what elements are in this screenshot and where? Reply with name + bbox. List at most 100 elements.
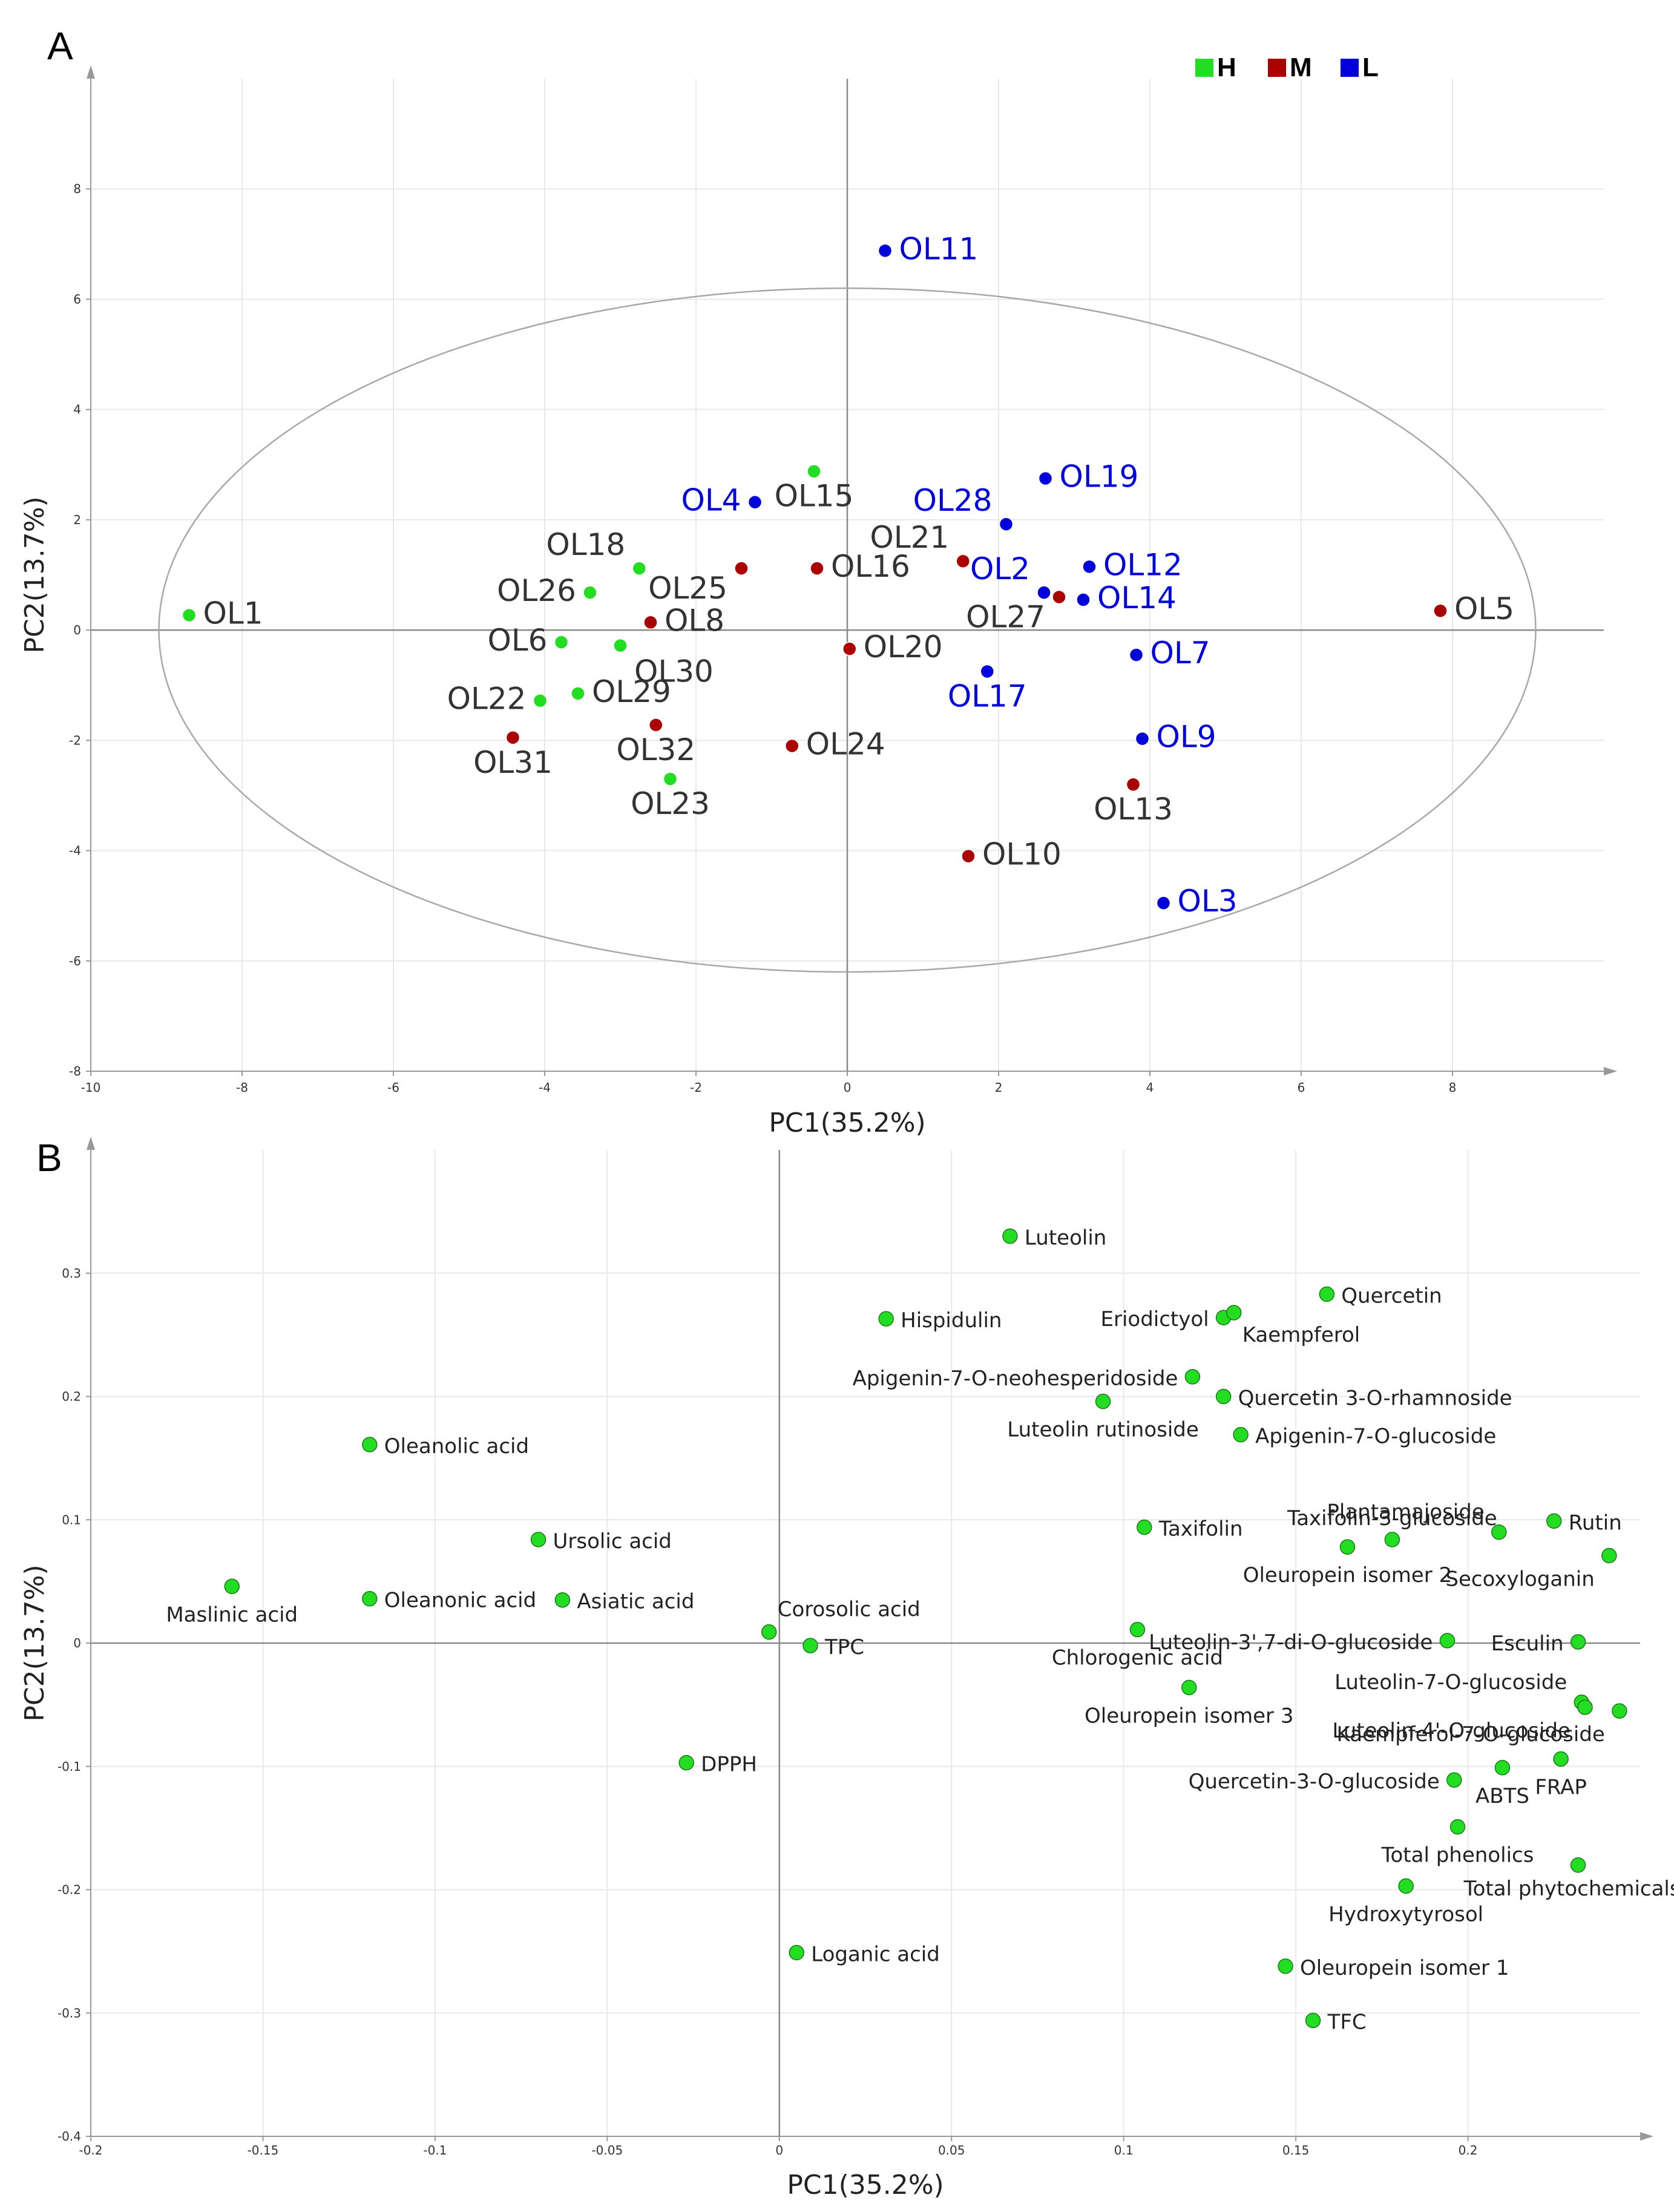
legend-label: L xyxy=(1362,53,1379,82)
point-label: OL27 xyxy=(966,599,1045,634)
y-tick-label: 0 xyxy=(73,1636,81,1650)
point-label: OL20 xyxy=(864,629,943,665)
y-axis-arrow xyxy=(87,1137,95,1150)
sample-point xyxy=(1433,603,1448,618)
point-label: OL11 xyxy=(899,231,979,266)
x-tick-label: 4 xyxy=(1146,1080,1154,1095)
loading-point xyxy=(1002,1228,1018,1244)
point-label: OL21 xyxy=(870,520,949,555)
point-label: Total phytochemicals xyxy=(1463,1877,1674,1901)
sample-point xyxy=(505,730,520,745)
x-tick-label: 6 xyxy=(1298,1080,1305,1095)
point-label: Luteolin xyxy=(1025,1226,1106,1250)
point-label: OL17 xyxy=(948,678,1027,714)
point-label: Ursolic acid xyxy=(553,1529,672,1554)
point-label: Oleanolic acid xyxy=(384,1434,529,1459)
legend-label: M xyxy=(1290,53,1312,82)
point-label: Taxifolin xyxy=(1158,1517,1243,1541)
point-label: TPC xyxy=(824,1635,864,1659)
point-label: Oleanonic acid xyxy=(384,1589,536,1613)
y-tick-label: -0.1 xyxy=(57,1759,81,1774)
y-axis-title: PC2(13.7%) xyxy=(19,1564,50,1721)
x-tick-label: 0 xyxy=(844,1080,852,1095)
point-label: Apigenin-7-O-glucoside xyxy=(1255,1425,1496,1449)
legend-swatch xyxy=(1268,59,1286,77)
point-label: Oleuropein isomer 1 xyxy=(1300,1956,1509,1980)
loading-point xyxy=(1546,1513,1562,1529)
point-label: OL22 xyxy=(447,681,527,717)
point-label: OL24 xyxy=(806,726,885,761)
point-label: TFC xyxy=(1327,2010,1367,2034)
loading-point xyxy=(1398,1878,1414,1894)
point-label: Esculin xyxy=(1491,1632,1564,1656)
sample-point xyxy=(1038,471,1053,486)
y-tick-label: 0.1 xyxy=(62,1512,81,1527)
sample-point xyxy=(878,243,893,258)
point-label: Corosolic acid xyxy=(778,1598,921,1622)
loading-point xyxy=(1319,1286,1335,1302)
point-label: Secoxyloganin xyxy=(1445,1567,1594,1591)
y-tick-label: 0 xyxy=(73,623,81,637)
loading-point xyxy=(1577,1699,1593,1715)
point-label: OL30 xyxy=(634,654,714,689)
point-label: Oleuropein isomer 2 xyxy=(1243,1563,1452,1587)
loading-point xyxy=(1449,1819,1466,1835)
point-label: Taxifolin-3-glucoside xyxy=(1287,1506,1497,1531)
loading-point xyxy=(362,1590,378,1607)
sample-point xyxy=(583,585,597,600)
loading-point xyxy=(1491,1524,1507,1540)
loading-point xyxy=(1601,1547,1617,1564)
y-tick-label: -6 xyxy=(69,954,81,968)
point-label: Plantamajoside xyxy=(1327,1500,1484,1524)
sample-point xyxy=(1135,731,1150,746)
loading-point xyxy=(761,1624,777,1640)
point-label: FRAP xyxy=(1535,1776,1587,1800)
x-tick-label: -6 xyxy=(387,1080,399,1095)
sample-point xyxy=(842,642,857,656)
loading-point xyxy=(554,1592,571,1608)
loading-point xyxy=(530,1532,547,1547)
point-label: Quercetin 3-O-rhamnoside xyxy=(1238,1387,1512,1411)
point-label: OL18 xyxy=(546,527,625,562)
point-label: OL26 xyxy=(497,573,576,608)
x-tick-label: 0.15 xyxy=(1282,2143,1310,2158)
point-label: OL12 xyxy=(1103,547,1183,582)
point-label: Loganic acid xyxy=(811,1942,940,1966)
loading-point xyxy=(1384,1532,1400,1547)
sample-point xyxy=(643,615,658,630)
sample-point xyxy=(961,848,976,864)
score-plot: -10 -8 -6 -4 -2 0 2 4 6 8-8-6-4-202468PC1(35.2%)P… xyxy=(19,53,1617,1138)
loading-point xyxy=(1233,1426,1249,1443)
sample-point xyxy=(663,772,678,786)
sample-point xyxy=(533,693,548,708)
point-label: Quercetin-3-O-glucoside xyxy=(1189,1770,1440,1794)
x-tick-label: -8 xyxy=(236,1080,248,1095)
point-label: OL29 xyxy=(592,674,671,709)
y-tick-label: 2 xyxy=(73,513,81,527)
point-label: Hydroxytyrosol xyxy=(1328,1902,1483,1926)
y-tick-label: 8 xyxy=(73,182,81,196)
loading-point xyxy=(1339,1539,1356,1555)
x-tick-label: -0.1 xyxy=(423,2143,447,2158)
x-tick-label: 0.05 xyxy=(938,2143,965,2158)
point-label: OL6 xyxy=(487,623,547,658)
sample-point xyxy=(632,561,646,576)
sample-point xyxy=(734,561,749,576)
loading-plot: -0.2 -0.15 -0.1 -0.05 0 0.05 0.1 0.15 0.2-0.4-0.… xyxy=(19,1137,1674,2201)
y-tick-label: -4 xyxy=(69,844,81,858)
point-label: Kaempferol xyxy=(1242,1323,1361,1347)
y-tick-label: -0.3 xyxy=(57,2006,81,2020)
sample-point xyxy=(649,718,663,732)
sample-point xyxy=(182,608,197,623)
loading-point xyxy=(678,1754,694,1771)
point-label: Luteolin-4'-O-glucoside xyxy=(1332,1719,1571,1743)
loading-point xyxy=(1137,1519,1152,1535)
x-tick-label: 0.1 xyxy=(1114,2143,1134,2158)
point-label: OL1 xyxy=(203,596,263,631)
sample-point xyxy=(571,686,585,701)
point-label: OL10 xyxy=(982,837,1062,872)
loading-point xyxy=(1612,1703,1627,1719)
loading-point xyxy=(1181,1679,1197,1696)
loading-point xyxy=(1446,1772,1462,1788)
x-tick-label: 0.2 xyxy=(1459,2143,1478,2158)
